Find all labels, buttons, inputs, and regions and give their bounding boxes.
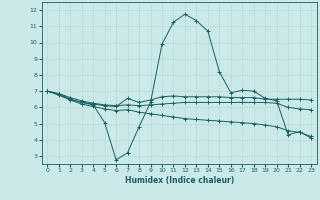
X-axis label: Humidex (Indice chaleur): Humidex (Indice chaleur)	[124, 176, 234, 185]
